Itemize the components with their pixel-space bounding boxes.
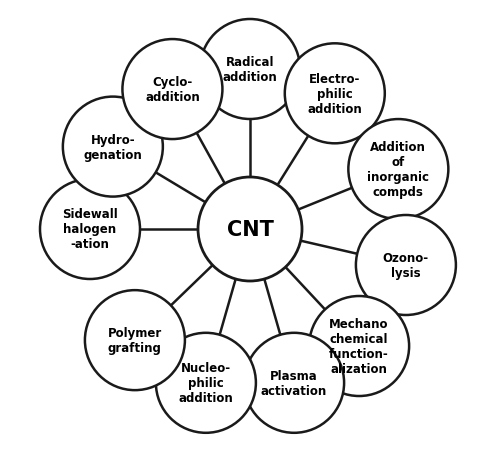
Text: Cyclo-
addition: Cyclo- addition xyxy=(145,76,200,104)
Circle shape xyxy=(40,179,140,280)
Text: Electro-
philic
addition: Electro- philic addition xyxy=(308,73,362,116)
Circle shape xyxy=(309,297,409,396)
Circle shape xyxy=(156,333,256,433)
Circle shape xyxy=(122,40,222,140)
Text: Addition
of
inorganic
compds: Addition of inorganic compds xyxy=(368,141,430,199)
Circle shape xyxy=(348,120,448,219)
Circle shape xyxy=(198,178,302,281)
Text: Mechano
chemical
function-
alization: Mechano chemical function- alization xyxy=(329,317,389,375)
Text: Plasma
activation: Plasma activation xyxy=(261,369,327,397)
Text: Radical
addition: Radical addition xyxy=(222,56,278,84)
Text: Ozono-
lysis: Ozono- lysis xyxy=(383,252,429,280)
Text: CNT: CNT xyxy=(226,219,274,240)
Circle shape xyxy=(63,97,163,197)
Text: Sidewall
halogen
-ation: Sidewall halogen -ation xyxy=(62,208,118,251)
Text: Hydro-
genation: Hydro- genation xyxy=(84,133,142,161)
Text: Polymer
grafting: Polymer grafting xyxy=(108,326,162,354)
Text: Nucleo-
philic
addition: Nucleo- philic addition xyxy=(178,362,234,404)
Circle shape xyxy=(200,20,300,120)
Circle shape xyxy=(244,333,344,433)
Circle shape xyxy=(85,291,185,390)
Circle shape xyxy=(285,44,385,144)
Circle shape xyxy=(356,216,456,315)
